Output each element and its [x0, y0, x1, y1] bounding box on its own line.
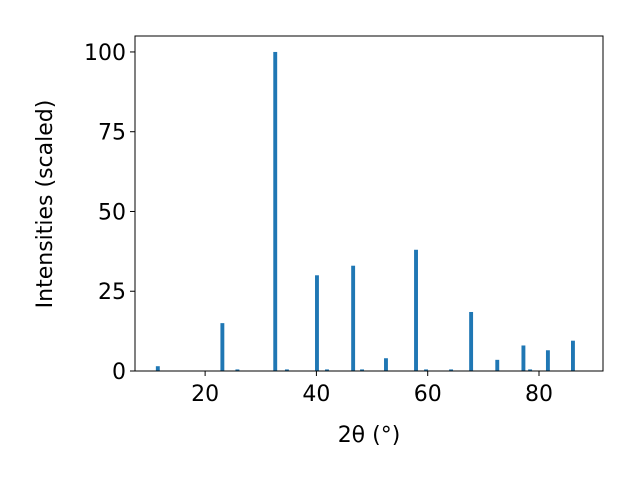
x-axis-label: 2θ (°) — [338, 423, 401, 448]
bar — [235, 369, 240, 371]
bar — [284, 369, 289, 371]
y-tick-label: 75 — [98, 121, 126, 146]
y-tick-label: 100 — [84, 41, 126, 66]
bar — [220, 323, 225, 371]
bar — [469, 311, 474, 371]
bar — [521, 345, 526, 371]
y-tick-label: 0 — [112, 360, 126, 385]
x-tick-label: 40 — [302, 382, 330, 407]
bar — [424, 369, 428, 371]
bar — [571, 340, 575, 371]
bar — [449, 369, 454, 371]
y-tick-label: 25 — [98, 280, 126, 305]
bar — [384, 358, 388, 371]
y-axis-label: Intensities (scaled) — [33, 100, 58, 309]
x-tick-label: 80 — [525, 382, 553, 407]
bar — [360, 369, 364, 371]
x-tick-label: 60 — [414, 382, 442, 407]
bar — [528, 369, 533, 371]
bar — [155, 366, 160, 371]
bar — [545, 350, 550, 371]
bar — [495, 359, 500, 371]
bar — [315, 275, 319, 371]
bar — [414, 249, 418, 371]
plot-frame — [134, 35, 604, 372]
x-tick-label: 20 — [191, 382, 219, 407]
y-tick-label: 50 — [98, 200, 126, 225]
bar — [351, 265, 356, 371]
bar — [325, 369, 329, 371]
bar — [273, 51, 278, 371]
